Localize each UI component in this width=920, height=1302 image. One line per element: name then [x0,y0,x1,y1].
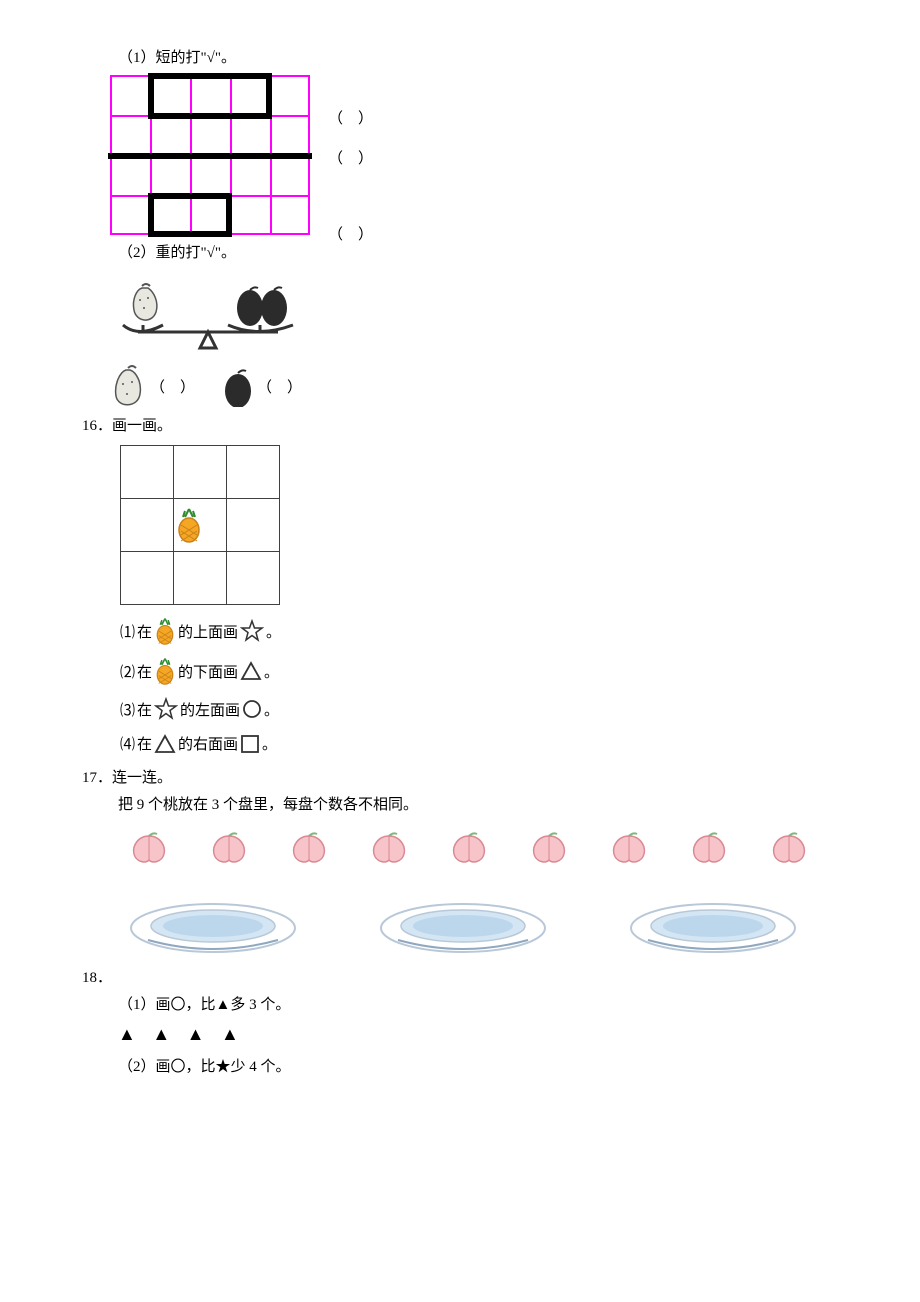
pineapple-icon [154,617,176,645]
q17-heading: 17．连一连。 [100,766,860,787]
q15-1-ans-3[interactable]: （ ） [328,223,373,244]
q16-sub-4: ⑷在 的右面画 。 [120,733,860,754]
q16-grid [120,445,280,605]
q15-2-ans-2[interactable]: （ ） [257,376,302,397]
q15-1-ans-1[interactable]: （ ） [328,107,373,128]
plum-icon [261,287,287,326]
q17-peach-row [128,830,860,866]
q16-sublist: ⑴在 的上面画 。 ⑵在 的下面画 。 ⑶在 的左面画 。 ⑷在 的右面画 。 [120,617,860,754]
q15-1-grid: （ ） （ ） （ ） [110,75,310,235]
pineapple-icon [175,507,203,543]
q17-desc: 把 9 个桃放在 3 个盘里，每盘个数各不相同。 [118,793,860,814]
q15-2-choices: （ ） （ ） [108,364,860,408]
q18-sub1: （1）画〇，比▲多 3 个。 [118,993,860,1014]
triangle-icon [154,734,176,754]
triangle-icon [240,661,262,681]
peach-icon [528,830,570,866]
peach-icon [208,830,250,866]
q15-1-ans-2[interactable]: （ ） [328,147,373,168]
q16-sub-1: ⑴在 的上面画 。 [120,617,860,645]
peach-icon [608,830,650,866]
plate-icon [378,896,548,956]
q16-sub-3: ⑶在 的左面画 。 [120,697,860,721]
plate-icon [628,896,798,956]
peach-icon [448,830,490,866]
q16-heading: 16．画一画。 [100,414,860,435]
plate-icon [128,896,298,956]
plum-icon [223,365,253,407]
peach-icon [688,830,730,866]
peach-icon [288,830,330,866]
q15-2-ans-1[interactable]: （ ） [150,376,195,397]
peach-icon [128,830,170,866]
q18-triangles: ▲ ▲ ▲ ▲ [118,1024,860,1045]
pineapple-icon [154,657,176,685]
square-icon [240,734,260,754]
q15-1-prompt: （1）短的打"√"。 [118,46,860,67]
star-icon [154,697,178,721]
pear-icon [108,364,146,408]
peach-icon [768,830,810,866]
q18-sub2: （2）画〇，比★少 4 个。 [118,1055,860,1076]
star-icon [240,619,264,643]
q18-heading: 18． [100,966,860,987]
q16-sub-2: ⑵在 的下面画 。 [120,657,860,685]
q15-2-balance [108,270,860,360]
q17-plate-row [128,896,860,956]
circle-icon [242,699,262,719]
q15-2-prompt: （2）重的打"√"。 [118,241,860,262]
plum-icon [237,287,263,326]
peach-icon [368,830,410,866]
pear-icon [133,284,156,320]
